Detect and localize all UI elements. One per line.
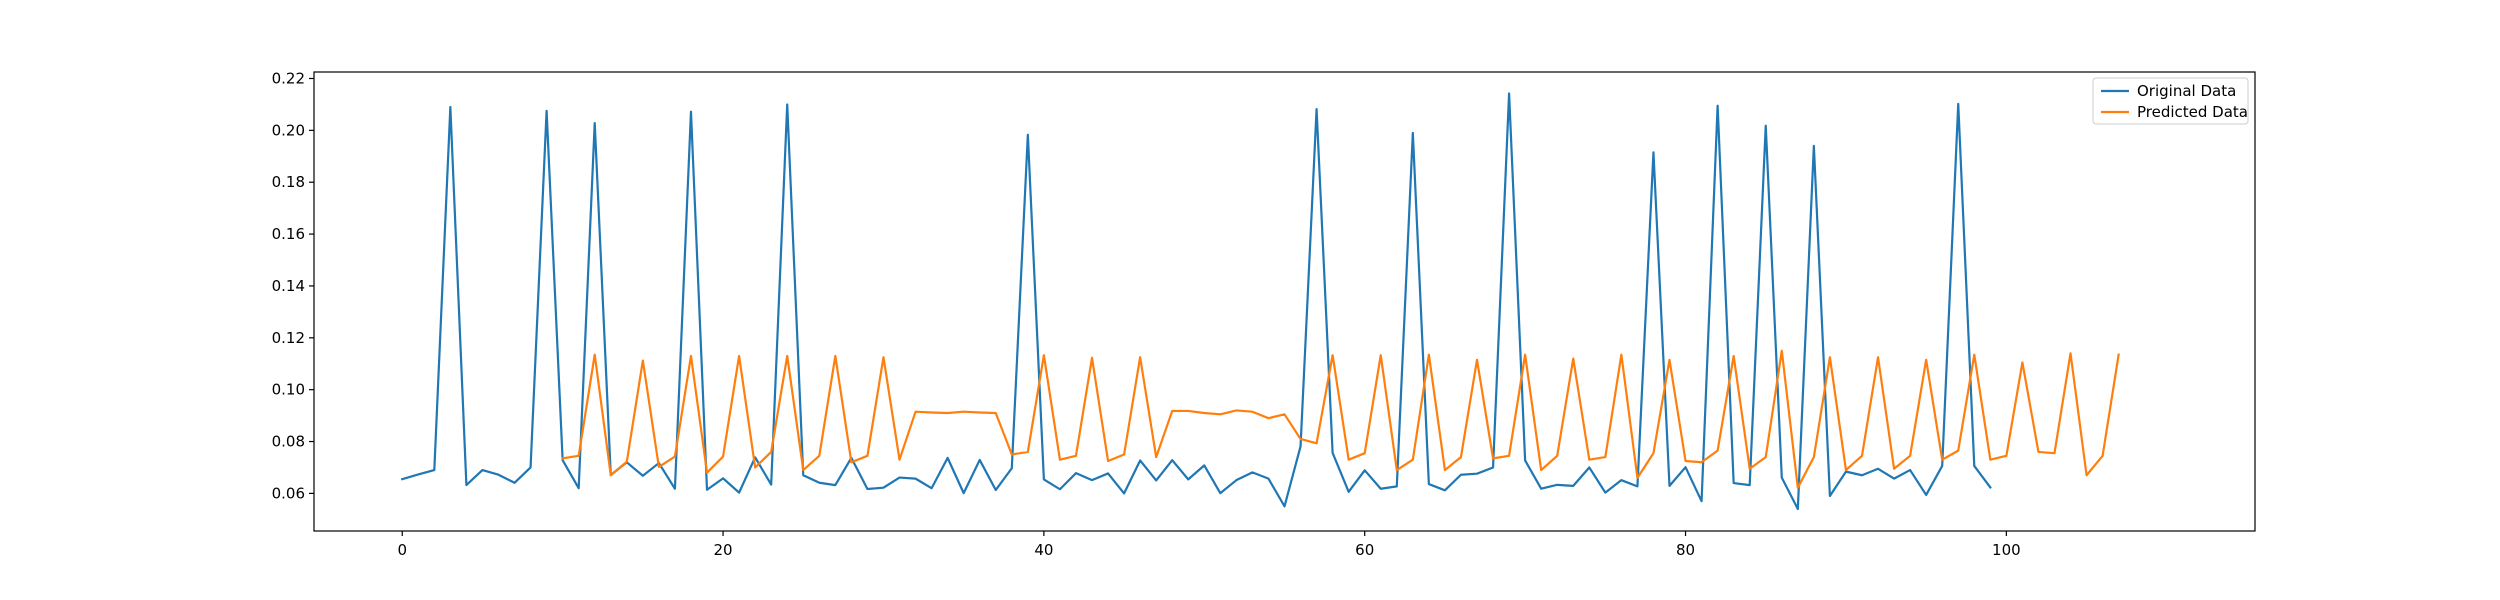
legend-label: Predicted Data: [2137, 103, 2248, 121]
series-predicted-data: [561, 349, 2120, 489]
axes-frame: [313, 71, 2256, 532]
x-tick-label: 100: [1992, 541, 2021, 559]
y-tick-label: 0.10: [272, 381, 305, 399]
y-tick-label: 0.20: [272, 121, 305, 139]
series-line: [400, 92, 1992, 511]
legend-label: Original Data: [2137, 82, 2236, 100]
series-line: [561, 349, 2120, 489]
y-tick-label: 0.08: [272, 433, 305, 451]
axes-layer: 0 20 40 60 80 100 0.06 0.08 0.10 0.12 0.14 0.16 0.18…: [272, 69, 2256, 559]
legend: Original Data Predicted Data: [2092, 77, 2249, 125]
y-tick-label: 0.18: [272, 173, 305, 191]
y-tick-label: 0.12: [272, 329, 305, 347]
y-tick-label: 0.22: [272, 69, 305, 87]
series-original-data: [400, 92, 1992, 511]
x-tick-label: 0: [397, 541, 407, 559]
plot-background: [314, 72, 2255, 531]
y-tick-label: 0.06: [272, 484, 305, 502]
y-tick-label: 0.16: [272, 225, 305, 243]
legend-box: [2092, 77, 2249, 125]
plot-area: [314, 72, 2255, 531]
x-tick-label: 60: [1355, 541, 1374, 559]
x-tick-label: 20: [714, 541, 733, 559]
series-layer: [400, 92, 2120, 511]
x-tick-label: 80: [1676, 541, 1695, 559]
x-tick-label: 40: [1034, 541, 1053, 559]
y-tick-label: 0.14: [272, 277, 305, 295]
